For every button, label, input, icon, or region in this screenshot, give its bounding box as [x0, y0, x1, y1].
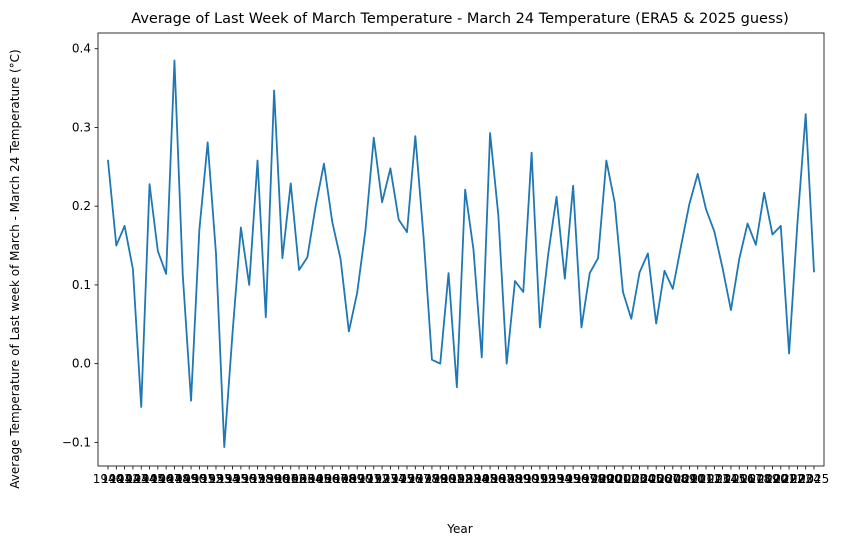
plot-area: −0.10.00.10.20.30.4194019411942194319441…	[62, 32, 830, 486]
x-tick-label: 1977	[400, 472, 431, 486]
x-tick-label: 2005	[633, 472, 664, 486]
x-tick-label: 1998	[574, 472, 605, 486]
y-axis-label: Average Temperature of Last week of Marc…	[8, 49, 22, 488]
x-tick-label: 1966	[309, 472, 340, 486]
x-tick-label: 2010	[674, 472, 705, 486]
x-tick-label: 1967	[317, 472, 348, 486]
y-tick-label: 0.0	[72, 357, 91, 371]
x-tick-label: 1942	[109, 472, 140, 486]
x-tick-label: 2022	[774, 472, 805, 486]
x-tick-label: 2012	[691, 472, 722, 486]
x-tick-label: 1986	[475, 472, 506, 486]
x-tick-label: 1962	[275, 472, 306, 486]
x-tick-label: 1976	[392, 472, 423, 486]
series-line-0	[107, 59, 815, 449]
x-tick-label: 1951	[184, 472, 215, 486]
x-tick-label: 1963	[284, 472, 315, 486]
x-tick-label: 1960	[259, 472, 290, 486]
x-tick-label: 1972	[359, 472, 390, 486]
x-tick-label: 1999	[583, 472, 614, 486]
x-tick-label: 1974	[375, 472, 406, 486]
x-tick-label: 1965	[300, 472, 331, 486]
x-tick-label: 1968	[325, 472, 356, 486]
x-tick-label: 1978	[408, 472, 439, 486]
x-tick-label: 1944	[126, 472, 157, 486]
x-tick-label: 1991	[516, 472, 547, 486]
x-tick-label: 1985	[466, 472, 497, 486]
x-tick-label: 1953	[201, 472, 232, 486]
x-axis-label: Year	[446, 522, 472, 536]
x-tick-label: 1959	[251, 472, 282, 486]
x-tick-label: 2023	[782, 472, 813, 486]
x-tick-label: 1982	[442, 472, 473, 486]
x-tick-label: 1969	[334, 472, 365, 486]
x-tick-label: 2020	[757, 472, 788, 486]
x-tick-label: 1954	[209, 472, 240, 486]
x-tick-label: 1983	[450, 472, 481, 486]
x-tick-label: 2017	[732, 472, 763, 486]
x-tick-label: 2013	[699, 472, 730, 486]
x-tick-label: 1981	[433, 472, 464, 486]
x-tick-label: 1987	[483, 472, 514, 486]
y-tick-label: 0.3	[72, 120, 91, 134]
x-tick-label: 1975	[383, 472, 414, 486]
x-tick-label: 1947	[151, 472, 182, 486]
x-tick-label: 1979	[417, 472, 448, 486]
x-tick-label: 2019	[749, 472, 780, 486]
x-tick-label: 1984	[458, 472, 489, 486]
x-tick-label: 2003	[616, 472, 647, 486]
axes-frame	[97, 32, 825, 467]
x-tick-label: 1989	[500, 472, 531, 486]
x-tick-label: 1941	[101, 472, 132, 486]
y-tick-label: 0.1	[72, 278, 91, 292]
x-tick-label: 1964	[292, 472, 323, 486]
x-tick-label: 2024	[790, 472, 821, 486]
x-tick-label: 2002	[608, 472, 639, 486]
x-tick-label: 2000	[591, 472, 622, 486]
x-tick-label: 1970	[342, 472, 373, 486]
x-tick-label: 2008	[658, 472, 689, 486]
y-tick-label: −0.1	[62, 435, 91, 449]
x-tick-label: 1996	[558, 472, 589, 486]
x-tick-label: 1949	[167, 472, 198, 486]
x-tick-label: 1956	[226, 472, 257, 486]
y-tick-label: 0.2	[72, 199, 91, 213]
x-tick-label: 1997	[566, 472, 597, 486]
y-tick-label: 0.4	[72, 42, 91, 56]
x-tick-label: 2001	[599, 472, 630, 486]
x-tick-label: 1961	[267, 472, 298, 486]
x-tick-label: 2011	[682, 472, 713, 486]
x-tick-label: 1992	[525, 472, 556, 486]
x-tick-label: 1971	[350, 472, 381, 486]
x-tick-label: 2025	[799, 472, 830, 486]
x-tick-label: 2007	[649, 472, 680, 486]
x-tick-label: 2004	[624, 472, 655, 486]
x-tick-label: 1957	[234, 472, 265, 486]
x-tick-label: 1945	[134, 472, 165, 486]
x-tick-label: 1948	[159, 472, 190, 486]
x-tick-label: 1995	[550, 472, 581, 486]
x-tick-label: 2006	[641, 472, 672, 486]
x-tick-label: 1940	[93, 472, 124, 486]
x-tick-label: 1994	[541, 472, 572, 486]
x-tick-label: 1955	[217, 472, 248, 486]
x-tick-label: 2016	[724, 472, 755, 486]
x-tick-label: 1946	[143, 472, 174, 486]
x-tick-label: 2009	[666, 472, 697, 486]
x-tick-label: 2021	[766, 472, 797, 486]
x-tick-label: 1958	[242, 472, 273, 486]
x-tick-label: 1990	[508, 472, 539, 486]
x-tick-label: 1952	[192, 472, 223, 486]
x-tick-label: 1993	[533, 472, 564, 486]
x-tick-label: 1973	[367, 472, 398, 486]
x-tick-label: 1950	[176, 472, 207, 486]
x-tick-label: 2014	[707, 472, 738, 486]
x-tick-label: 2018	[741, 472, 772, 486]
x-tick-label: 1988	[491, 472, 522, 486]
x-tick-label: 1943	[118, 472, 149, 486]
x-tick-label: 2015	[716, 472, 747, 486]
x-tick-label: 1980	[425, 472, 456, 486]
chart-title: Average of Last Week of March Temperatur…	[131, 11, 788, 27]
